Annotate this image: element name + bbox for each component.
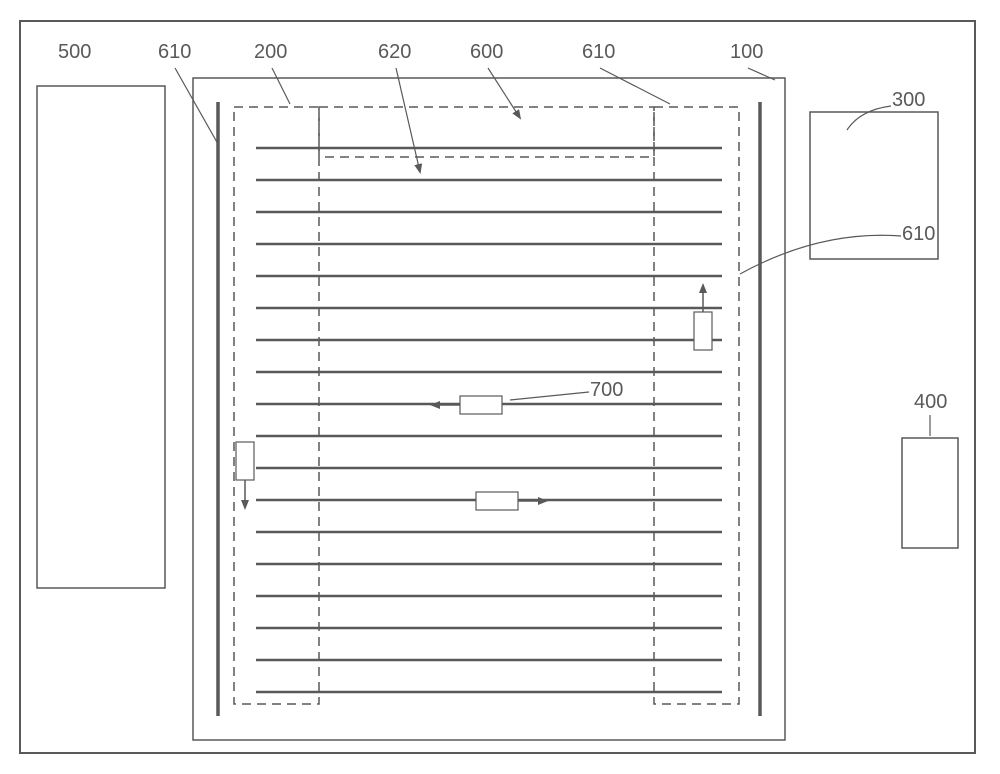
box-400 (902, 438, 958, 548)
shapes-layer (20, 21, 975, 753)
robot-center-left (460, 396, 502, 414)
label-300: 300 (892, 89, 925, 111)
label-200: 200 (254, 41, 287, 63)
label-610: 610 (158, 41, 191, 63)
robot-right-up (694, 312, 712, 350)
robot-center-right (476, 492, 518, 510)
diagram-canvas: 500 610 200 620 600 610 100 300 610 700 400 (0, 0, 1000, 774)
label-600: 600 (470, 41, 503, 63)
label-610: 610 (902, 223, 935, 245)
label-620: 620 (378, 41, 411, 63)
box-500 (37, 86, 165, 588)
label-610: 610 (582, 41, 615, 63)
robot-left-down (236, 442, 254, 480)
label-700: 700 (590, 379, 623, 401)
label-500: 500 (58, 41, 91, 63)
label-400: 400 (914, 391, 947, 413)
label-100: 100 (730, 41, 763, 63)
